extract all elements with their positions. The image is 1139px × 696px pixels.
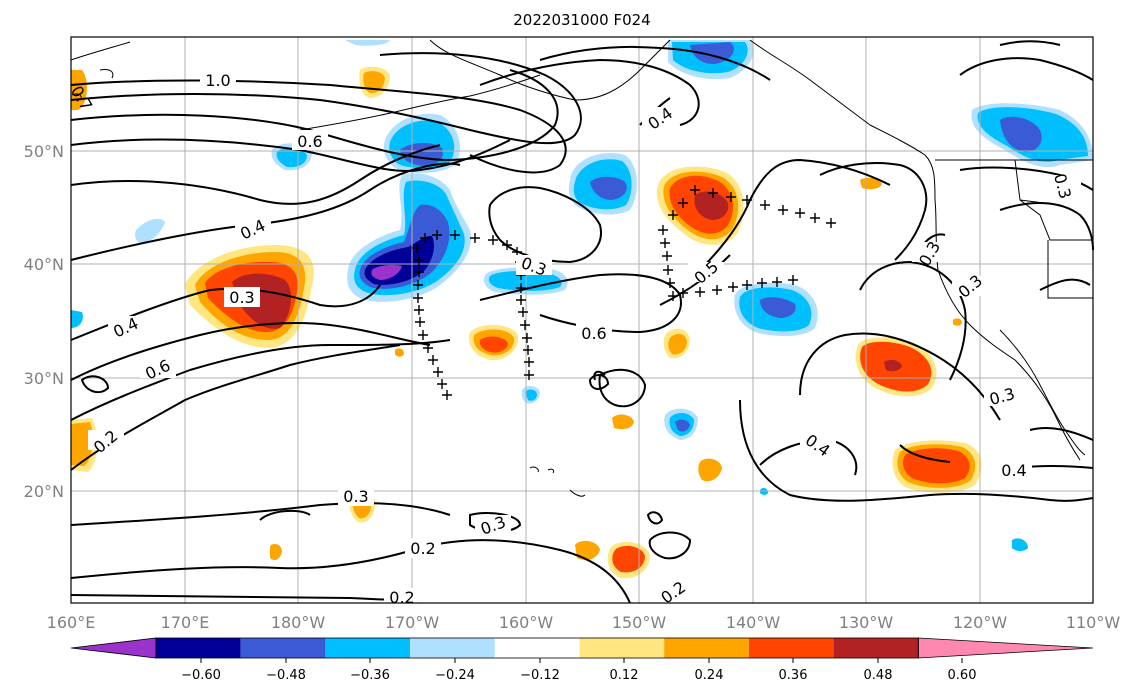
lon-label: 160°W bbox=[499, 613, 554, 632]
lon-label: 110°W bbox=[1066, 613, 1121, 632]
coastlines bbox=[70, 39, 1093, 497]
lat-label: 20°N bbox=[24, 482, 64, 501]
colorbar-tick-label: −0.48 bbox=[266, 668, 306, 683]
latitude-labels: 50°N 40°N 30°N 20°N bbox=[24, 142, 64, 501]
contour-label: 0.2 bbox=[410, 539, 435, 558]
contour-label: 0.2 bbox=[389, 588, 414, 607]
colorbar-segment bbox=[410, 638, 495, 658]
chart-title: 2022031000 F024 bbox=[513, 11, 650, 29]
longitude-labels: 160°E 170°E 180°W 170°W 160°W 150°W 140°… bbox=[47, 613, 1121, 632]
lon-label: 170°E bbox=[161, 613, 210, 632]
contour-label: 1.0 bbox=[205, 71, 230, 90]
colorbar-segment bbox=[917, 637, 1094, 659]
lon-label: 130°W bbox=[839, 613, 894, 632]
contour-label: 0.3 bbox=[229, 288, 254, 307]
lon-label: 180°W bbox=[271, 613, 326, 632]
colorbar-tick-label: 0.36 bbox=[779, 668, 808, 683]
colorbar-tick-label: −0.60 bbox=[181, 668, 221, 683]
lon-label: 150°W bbox=[612, 613, 667, 632]
colorbar-segment bbox=[748, 638, 834, 658]
lon-label: 170°W bbox=[385, 613, 440, 632]
contour-label: 0.3 bbox=[343, 487, 368, 506]
contour-label: 0.6 bbox=[581, 324, 606, 343]
colorbar-tick-label: 0.48 bbox=[864, 668, 893, 683]
lon-label: 160°E bbox=[47, 613, 96, 632]
lat-label: 50°N bbox=[24, 142, 64, 161]
contour-label: 0.4 bbox=[1001, 461, 1026, 480]
colorbar-segment bbox=[156, 638, 241, 658]
contour-label: 0.6 bbox=[297, 132, 322, 151]
colorbar-tick-label: 0.12 bbox=[610, 668, 639, 683]
colorbar-segment bbox=[494, 638, 580, 658]
colorbar-tick-label: −0.24 bbox=[435, 668, 475, 683]
colorbar-tick-label: −0.12 bbox=[520, 668, 560, 683]
colorbar-tick-label: 0.24 bbox=[695, 668, 724, 683]
colorbar-segment bbox=[325, 638, 411, 658]
positive-anomalies bbox=[71, 66, 982, 579]
colorbar-segment bbox=[833, 638, 919, 658]
lon-label: 120°W bbox=[953, 613, 1008, 632]
colorbar-segment bbox=[579, 638, 665, 658]
colorbar-tick-label: 0.60 bbox=[948, 668, 977, 683]
lat-label: 30°N bbox=[24, 369, 64, 388]
colorbar: −0.60 −0.48 −0.36 −0.24 −0.12 0.12 0.24 0.36 0.4… bbox=[70, 637, 1094, 683]
colorbar-segment bbox=[664, 638, 749, 658]
graticule bbox=[71, 37, 1093, 603]
map-frame bbox=[70, 36, 1094, 604]
lat-label: 40°N bbox=[24, 255, 64, 274]
colorbar-segment bbox=[70, 637, 157, 659]
colorbar-tick-label: −0.36 bbox=[350, 668, 390, 683]
colorbar-segment bbox=[240, 638, 326, 658]
lon-label: 140°W bbox=[726, 613, 781, 632]
contour-labels: 1.0 0.6 0.4 0.3 0.4 0.6 0.2 0.3 0.4 0.5 … bbox=[67, 70, 1081, 607]
